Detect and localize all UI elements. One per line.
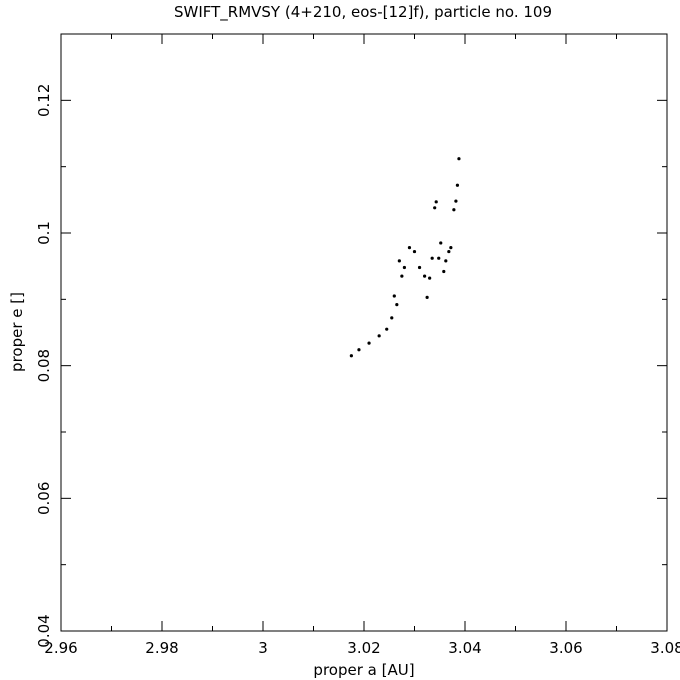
y-tick-label: 0.08 bbox=[35, 349, 53, 382]
x-tick-label: 2.98 bbox=[145, 639, 178, 657]
data-point bbox=[455, 183, 460, 187]
x-tick-label: 3.06 bbox=[549, 639, 582, 657]
data-point bbox=[428, 276, 432, 280]
y-axis-label: proper e [] bbox=[8, 292, 26, 372]
data-point bbox=[400, 274, 404, 278]
y-tick-label: 0.06 bbox=[35, 482, 53, 515]
data-point bbox=[397, 259, 401, 263]
data-point bbox=[425, 295, 429, 299]
data-point bbox=[377, 334, 381, 338]
chart-title: SWIFT_RMVSY (4+210, eos-[12]f), particle… bbox=[174, 3, 552, 22]
data-point bbox=[437, 256, 441, 260]
data-point bbox=[390, 316, 394, 320]
data-point bbox=[434, 200, 438, 204]
data-point bbox=[454, 199, 458, 203]
y-tick-label: 0.12 bbox=[35, 84, 53, 117]
tick-labels: 2.96 2.98 3 3.02 3.04 3.06 3.08 0.04 0.06 0.08 0.1… bbox=[35, 84, 680, 657]
data-point bbox=[423, 274, 427, 278]
axis-ticks bbox=[60, 33, 668, 632]
y-tick-label: 0.1 bbox=[35, 221, 53, 245]
data-point bbox=[449, 245, 453, 250]
x-tick-label: 3.08 bbox=[650, 639, 680, 657]
data-point bbox=[457, 157, 461, 161]
plot-frame bbox=[60, 33, 668, 632]
data-point bbox=[452, 208, 456, 212]
data-point bbox=[442, 269, 446, 274]
y-tick-label: 0.04 bbox=[35, 614, 53, 647]
data-point bbox=[395, 303, 399, 307]
x-tick-label: 3.04 bbox=[448, 639, 481, 657]
data-point bbox=[407, 245, 412, 250]
data-point bbox=[444, 259, 448, 263]
x-tick-label: 2.96 bbox=[44, 639, 77, 657]
data-point bbox=[433, 206, 437, 210]
data-point bbox=[349, 354, 353, 358]
x-axis-label: proper a [AU] bbox=[313, 661, 414, 679]
data-point bbox=[439, 241, 443, 245]
data-point bbox=[392, 294, 396, 298]
data-point bbox=[357, 348, 361, 352]
data-point bbox=[447, 249, 451, 254]
data-point bbox=[385, 327, 389, 331]
data-point bbox=[412, 249, 417, 254]
x-tick-label: 3 bbox=[258, 639, 268, 657]
data-point bbox=[402, 265, 406, 270]
x-tick-label: 3.02 bbox=[347, 639, 380, 657]
data-point bbox=[417, 265, 422, 270]
data-point bbox=[430, 256, 434, 260]
data-points bbox=[349, 157, 461, 358]
data-point bbox=[367, 341, 371, 345]
